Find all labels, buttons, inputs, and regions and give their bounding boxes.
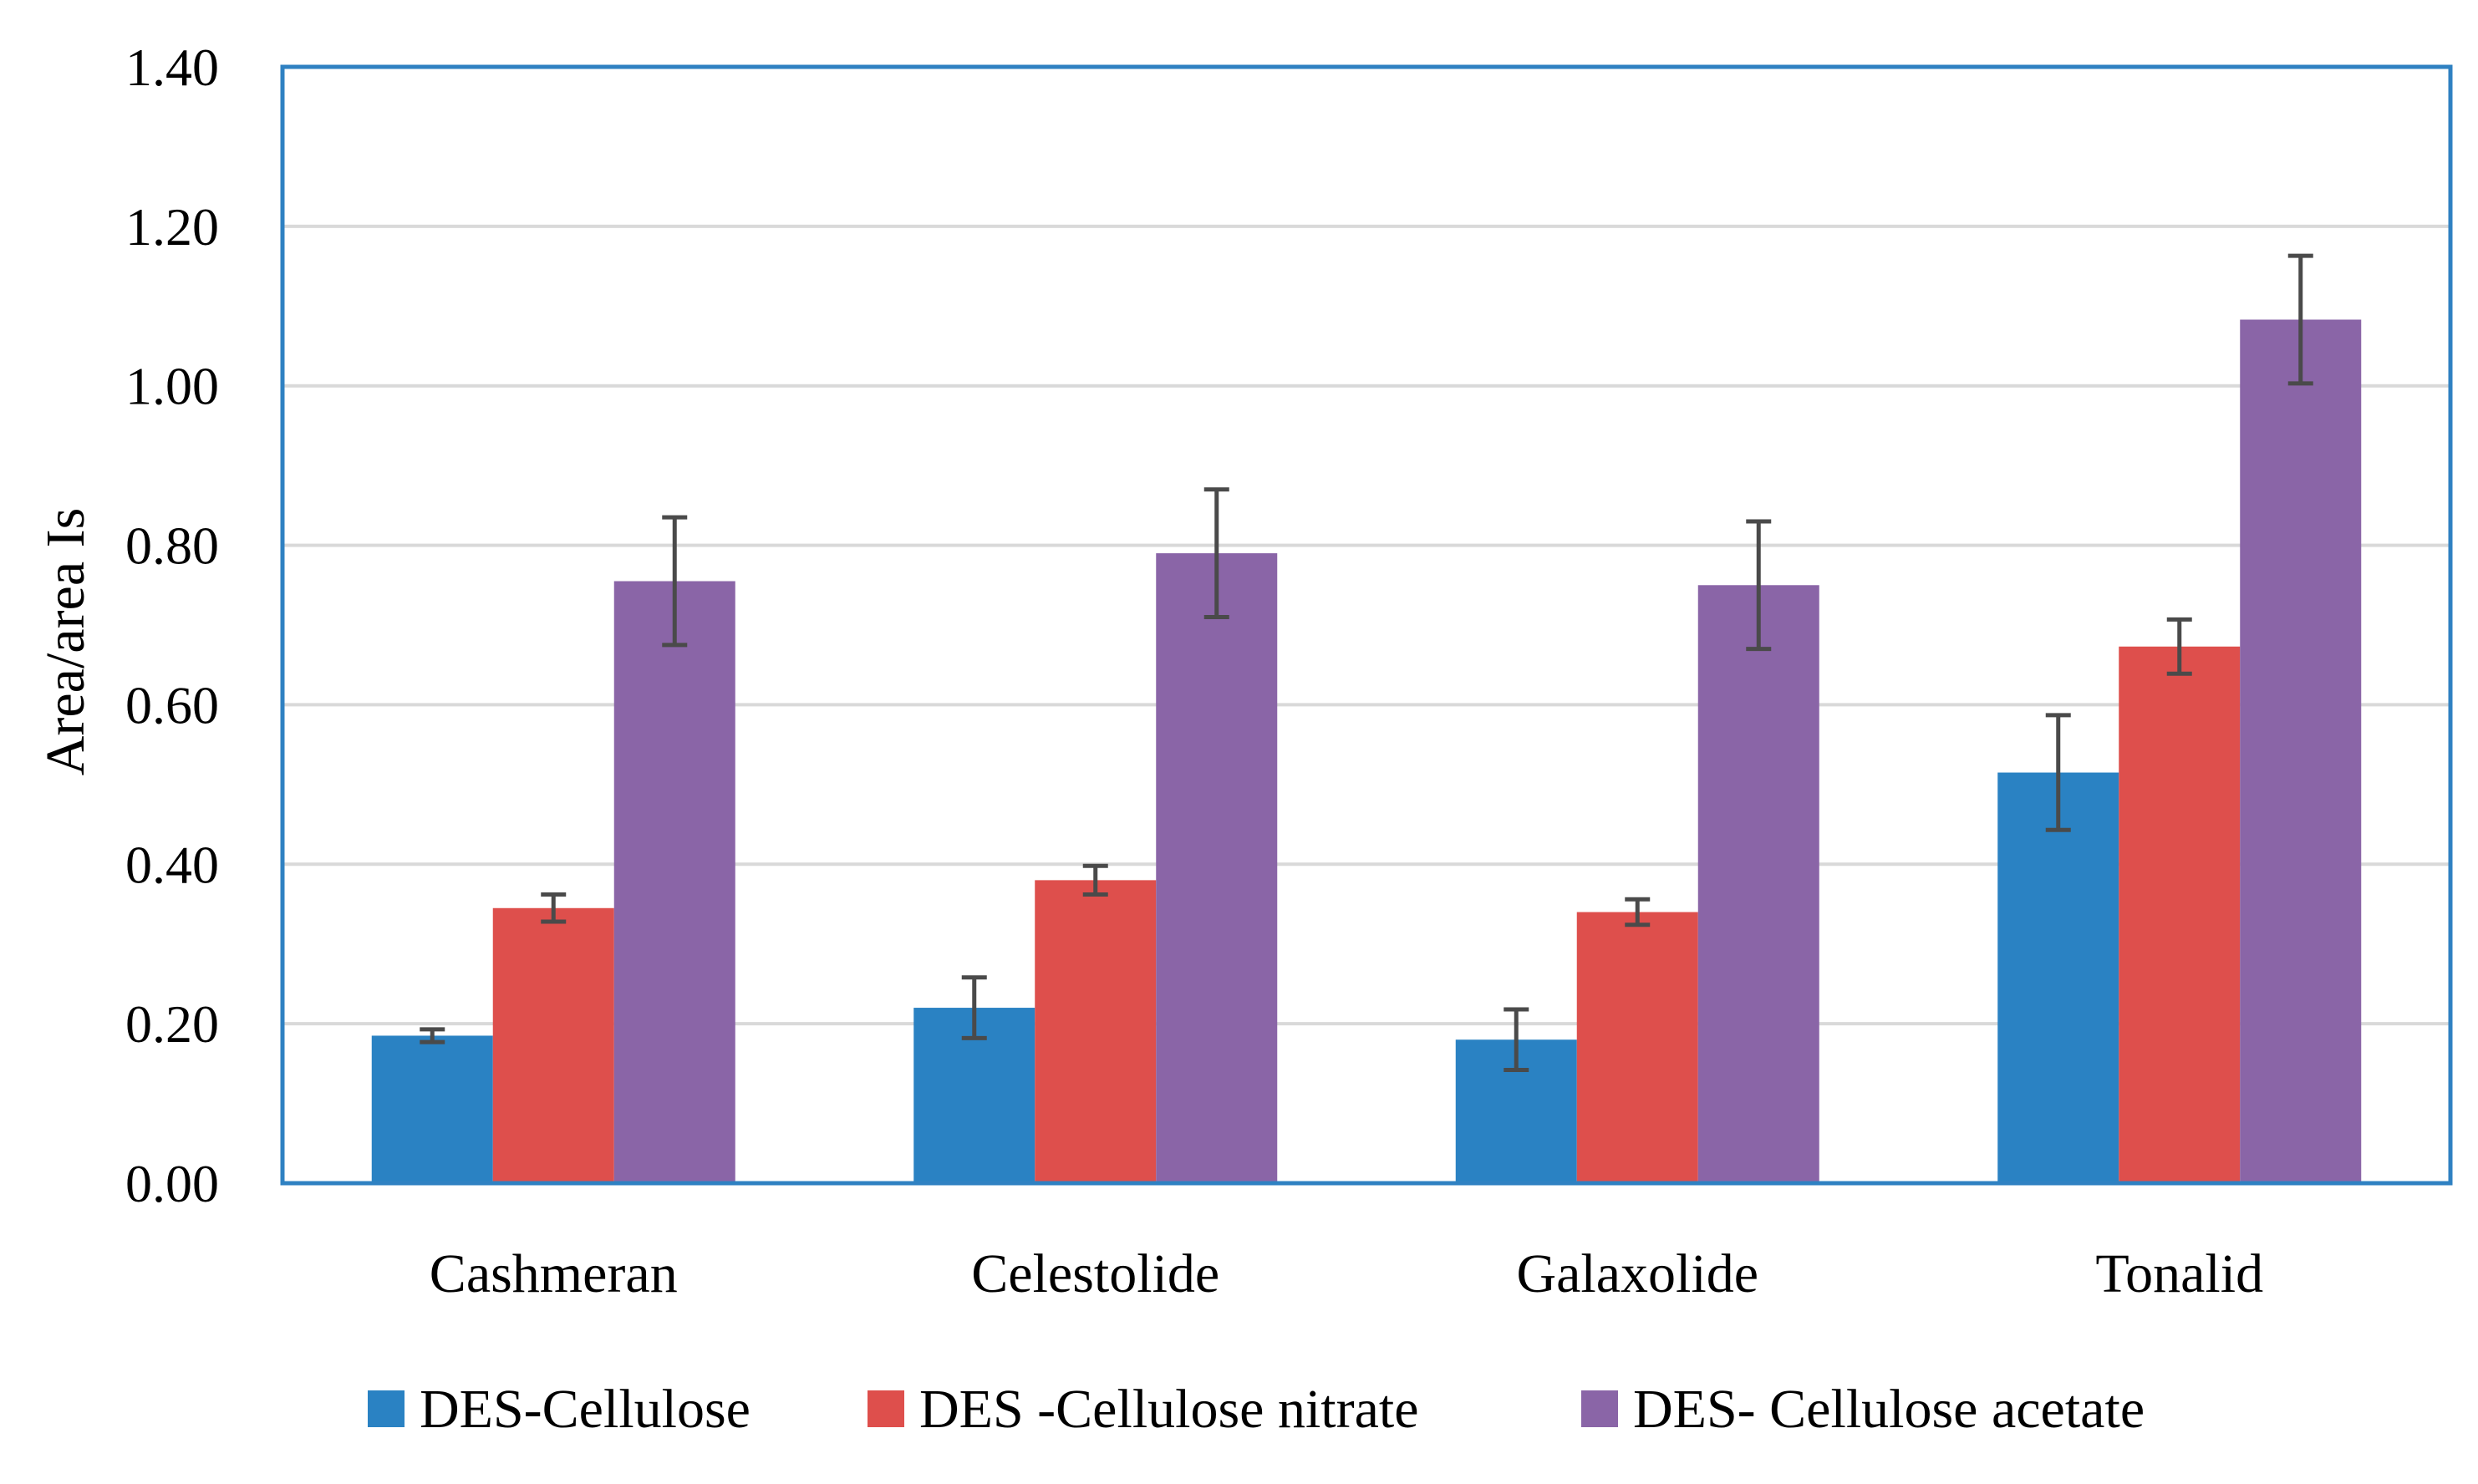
legend-swatch <box>368 1390 405 1427</box>
y-tick-label: 0.80 <box>125 516 219 576</box>
bar <box>613 581 735 1183</box>
plot-frame <box>280 64 2453 1186</box>
bar <box>2240 319 2362 1184</box>
legend-swatch <box>868 1390 904 1427</box>
y-axis-title: Area/area Is <box>35 508 96 776</box>
legend: DES-Cellulose DES -Cellulose nitrate DES- … <box>368 1379 2145 1440</box>
legend-label: DES- Cellulose acetate <box>1633 1379 2145 1440</box>
bar <box>1997 772 2119 1183</box>
legend-swatch <box>1581 1390 1618 1427</box>
x-category-label: Celestolide <box>971 1243 1219 1304</box>
x-category-labels: Cashmeran Celestolide Galaxolide Tonalid <box>430 1243 2263 1304</box>
bar <box>1156 553 1278 1183</box>
y-tick-label: 0.40 <box>125 835 219 894</box>
y-tick-label: 1.00 <box>125 357 219 416</box>
bar <box>2119 646 2241 1183</box>
y-tick-label: 1.40 <box>125 38 219 97</box>
legend-label: DES -Cellulose nitrate <box>919 1379 1419 1440</box>
y-tick-labels: 0.00 0.20 0.40 0.60 0.80 1.00 1.20 1.40 <box>125 38 219 1213</box>
bar <box>371 1035 493 1183</box>
bar <box>1697 585 1819 1183</box>
y-tick-label: 1.20 <box>125 197 219 257</box>
bar <box>492 907 614 1183</box>
y-tick-label: 0.00 <box>125 1154 219 1213</box>
y-tick-label: 0.20 <box>125 994 219 1054</box>
error-bars <box>420 253 2313 1072</box>
x-category-label: Tonalid <box>2095 1243 2263 1304</box>
bar <box>1576 912 1698 1183</box>
bar <box>1035 880 1157 1183</box>
x-category-label: Cashmeran <box>430 1243 678 1304</box>
x-category-label: Galaxolide <box>1516 1243 1758 1304</box>
y-tick-label: 0.60 <box>125 675 219 734</box>
bars <box>371 319 2362 1184</box>
legend-label: DES-Cellulose <box>420 1379 751 1440</box>
